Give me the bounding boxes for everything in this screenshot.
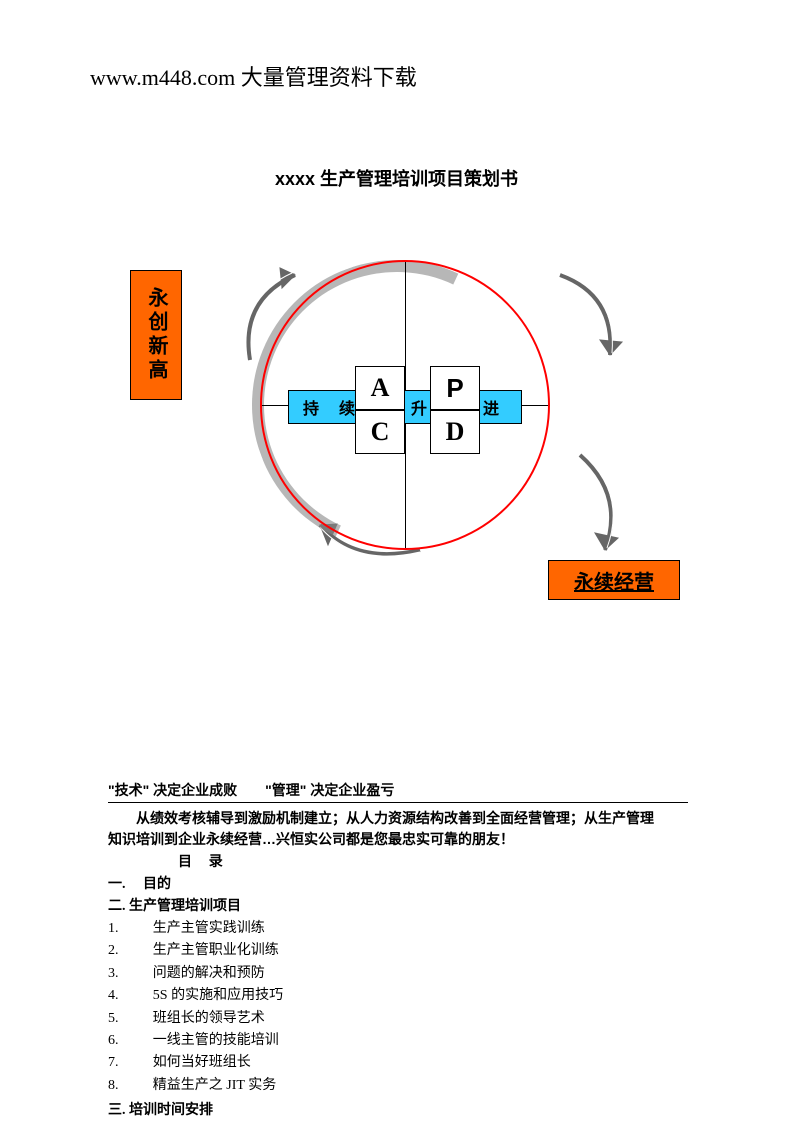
toc-item-text: 一线主管的技能培训 <box>153 1033 279 1048</box>
intro-text: 从绩效考核辅导到激励机制建立；从人力资源结构改善到全面经营管理；从生产管理 知识… <box>108 808 688 850</box>
intro-line1: 从绩效考核辅导到激励机制建立；从人力资源结构改善到全面经营管理；从生产管理 <box>108 808 688 829</box>
toc-heading: 目录 <box>108 852 688 873</box>
right-box-text: 永续经营 <box>574 566 654 595</box>
toc-item: 1.生产主管实践训练 <box>108 918 688 940</box>
left-orange-box: 永创新高 <box>130 270 182 400</box>
toc-item-text: 生产主管职业化训练 <box>153 943 279 958</box>
toc-item-num: 1. <box>108 918 153 940</box>
toc-item-text: 生产主管实践训练 <box>153 921 265 936</box>
toc-item-num: 6. <box>108 1030 153 1052</box>
toc-item-text: 精益生产之 JIT 实务 <box>153 1078 276 1093</box>
toc-item: 5.班组长的领导艺术 <box>108 1008 688 1030</box>
toc-item-text: 5S 的实施和应用技巧 <box>153 988 283 1003</box>
pdca-circle: 持 续 提 升 改 进 A P C D <box>260 260 550 550</box>
toc-item: 4.5S 的实施和应用技巧 <box>108 985 688 1007</box>
toc-item-num: 8. <box>108 1075 153 1097</box>
toc-item-num: 7. <box>108 1052 153 1074</box>
page-header: www.m448.com 大量管理资料下载 <box>90 60 417 92</box>
toc-item-num: 5. <box>108 1008 153 1030</box>
section-1: 一. 目的 <box>108 874 688 895</box>
slogan-line: "技术" 决定企业成败 "管理" 决定企业盈亏 <box>108 780 688 801</box>
intro-line2: 知识培训到企业永续经营…兴恒实公司都是您最忠实可靠的朋友！ <box>108 831 514 847</box>
toc-item-num: 2. <box>108 940 153 962</box>
toc-item-num: 3. <box>108 963 153 985</box>
document-title: xxxx 生产管理培训项目策划书 <box>0 165 793 191</box>
quad-c: C <box>355 410 405 454</box>
pdca-diagram: 永创新高 持 续 提 升 改 进 A P C D 永续经营 <box>130 240 690 600</box>
blue-bar: 持 续 提 升 改 进 <box>288 390 522 424</box>
toc-list: 1.生产主管实践训练2.生产主管职业化训练3.问题的解决和预防4.5S 的实施和… <box>108 918 688 1097</box>
toc-item-text: 问题的解决和预防 <box>153 966 265 981</box>
toc-item: 7.如何当好班组长 <box>108 1052 688 1074</box>
toc-item-num: 4. <box>108 985 153 1007</box>
section-3: 三. 培训时间安排 <box>108 1100 688 1121</box>
toc-item-text: 班组长的领导艺术 <box>153 1011 265 1026</box>
quad-d: D <box>430 410 480 454</box>
quad-a: A <box>355 366 405 410</box>
toc-item-text: 如何当好班组长 <box>153 1055 251 1070</box>
toc-item: 8.精益生产之 JIT 实务 <box>108 1075 688 1097</box>
quad-p: P <box>430 366 480 410</box>
section-2: 二. 生产管理培训项目 <box>108 896 688 917</box>
divider <box>108 802 688 803</box>
left-box-text: 永创新高 <box>142 287 170 383</box>
toc-item: 3.问题的解决和预防 <box>108 963 688 985</box>
right-orange-box: 永续经营 <box>548 560 680 600</box>
toc-item: 2.生产主管职业化训练 <box>108 940 688 962</box>
toc-item: 6.一线主管的技能培训 <box>108 1030 688 1052</box>
